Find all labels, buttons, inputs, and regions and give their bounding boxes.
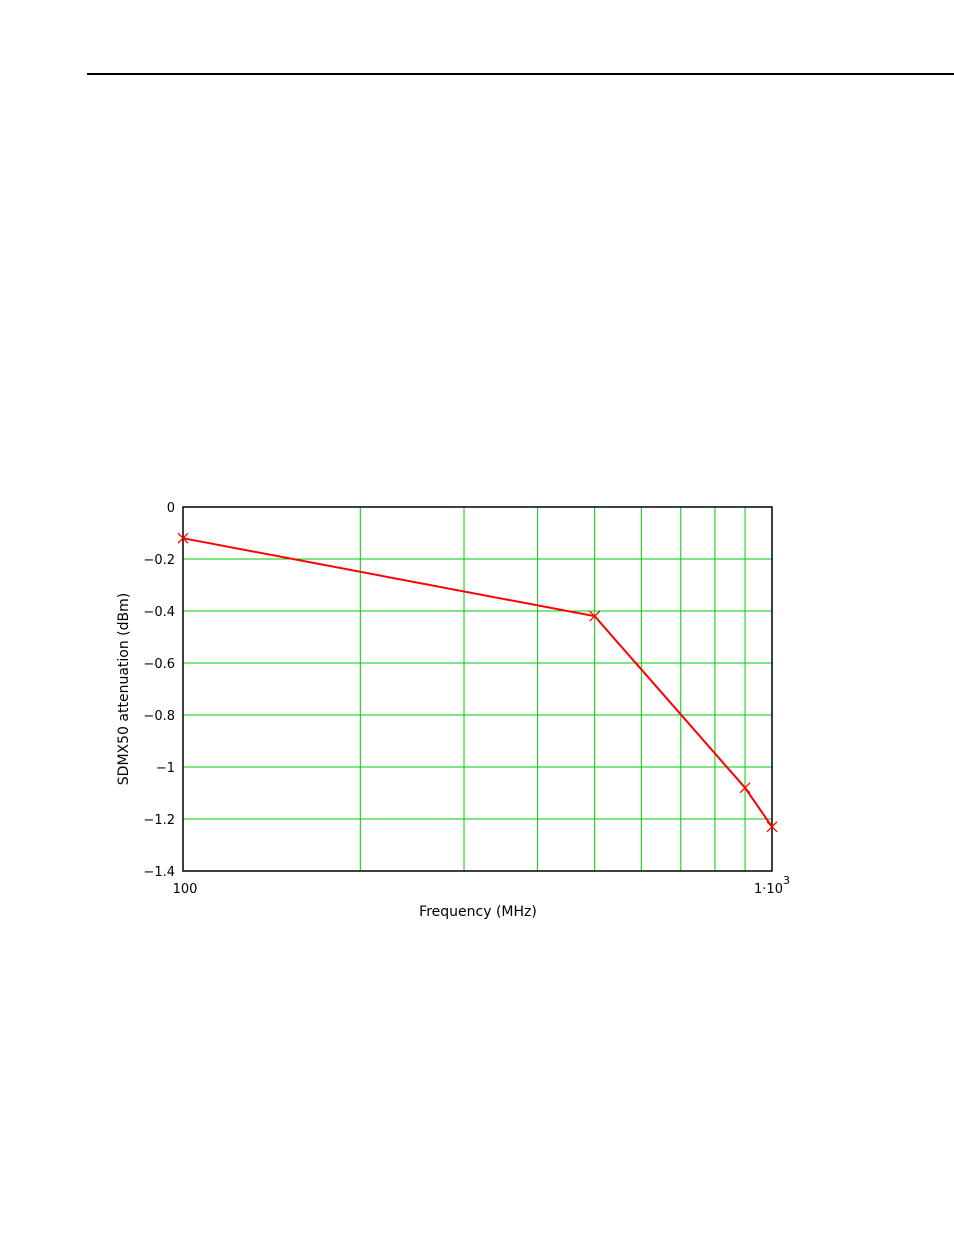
y-tick-label: −1.4 <box>143 865 175 880</box>
x-tick-label-max: 1·103 <box>754 874 790 897</box>
data-point-marker <box>739 782 751 794</box>
data-point-marker <box>589 610 601 622</box>
marker-stroke <box>739 782 751 794</box>
x-axis-title: Frequency (MHz) <box>419 904 537 920</box>
y-tick-label: −1 <box>156 761 175 776</box>
y-axis-title: SDMX50 attenuation (dBm) <box>116 593 132 785</box>
y-tick-labels: 0 −0.2 −0.4 −0.6 −0.8 −1 −1.2 −1.4 <box>143 501 175 880</box>
marker-stroke <box>177 532 189 544</box>
plot-frame <box>182 506 773 872</box>
marker-stroke <box>589 610 601 622</box>
y-tick-label: −0.6 <box>143 657 175 672</box>
y-tick-label: 0 <box>167 501 175 516</box>
top-rule <box>87 73 954 75</box>
data-point-marker <box>177 532 189 544</box>
grid-layer <box>183 507 772 871</box>
y-tick-label: −0.8 <box>143 709 175 724</box>
series-layer <box>177 532 778 833</box>
series-line <box>182 537 773 828</box>
data-point-marker <box>766 821 778 833</box>
marker-stroke <box>766 821 778 833</box>
y-tick-label: −0.4 <box>143 605 175 620</box>
y-tick-label: −0.2 <box>143 553 175 568</box>
x-tick-label-min: 100 <box>173 882 198 897</box>
y-tick-label: −1.2 <box>143 813 175 828</box>
